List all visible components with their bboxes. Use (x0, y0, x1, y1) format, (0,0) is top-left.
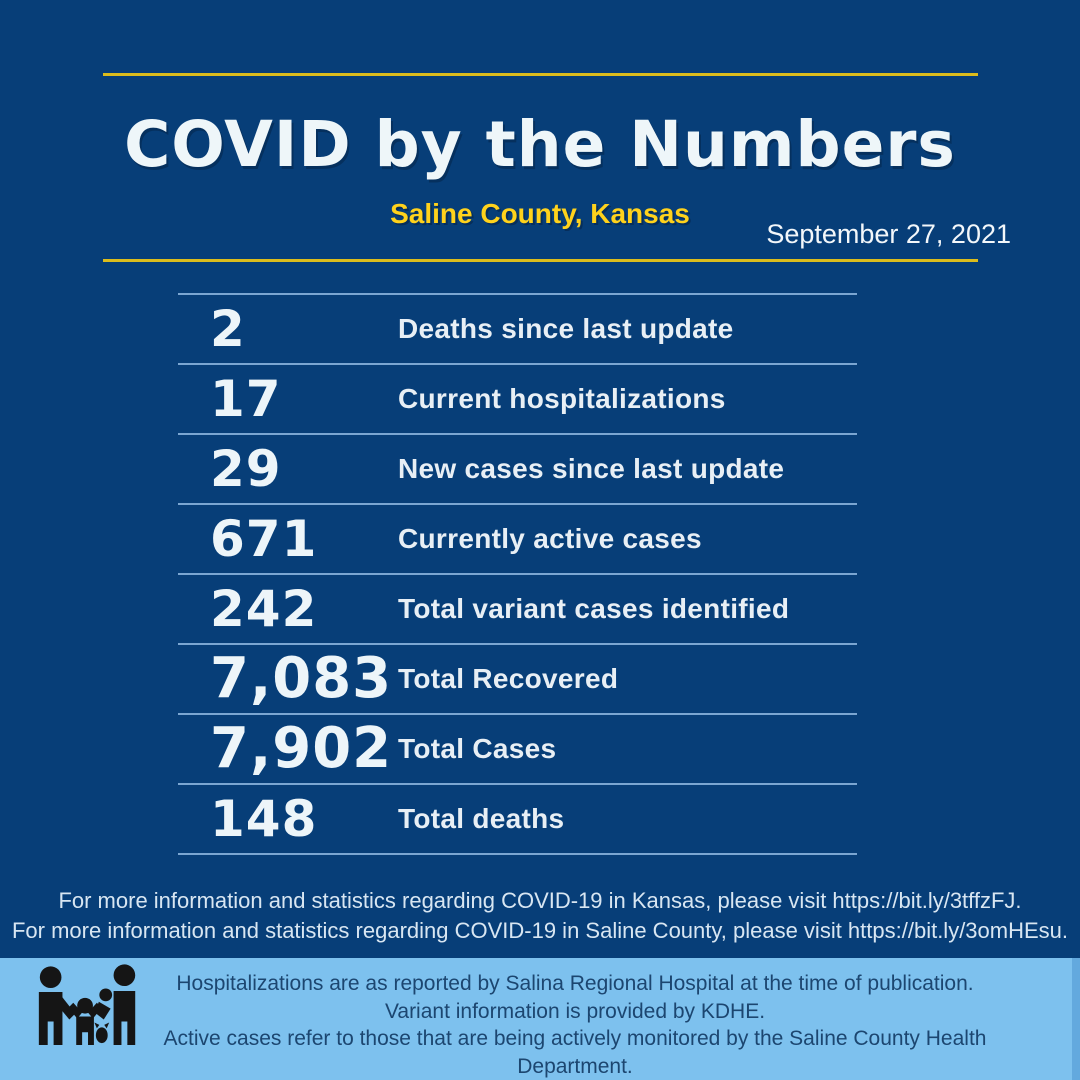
stat-label: Total Recovered (398, 663, 619, 694)
disclaimer-line-hospitalizations: Hospitalizations are as reported by Sali… (176, 972, 974, 995)
stat-label: New cases since last update (398, 453, 785, 484)
stat-value: 671 (210, 510, 318, 568)
header-divider-rule (103, 259, 978, 262)
stat-label: Deaths since last update (398, 313, 734, 344)
subtitle-county: Saline County, Kansas (390, 198, 690, 229)
family-icon (38, 964, 136, 1046)
stat-value: 29 (210, 440, 282, 498)
footer-edge-shade (1072, 958, 1080, 1080)
table-row: 7,902 Total Cases (178, 713, 857, 783)
disclaimer-line-variant: Variant information is provided by KDHE. (384, 999, 766, 1023)
stat-value: 7,083 (210, 646, 393, 711)
top-divider-rule (103, 73, 978, 76)
more-info-line-saline: For more information and statistics rega… (11, 918, 1069, 943)
stat-label: Total variant cases identified (398, 593, 790, 624)
stat-value: 7,902 (210, 716, 393, 781)
stat-value: 242 (210, 580, 318, 638)
table-row: 242 Total variant cases identified (178, 573, 857, 643)
table-row: 2 Deaths since last update (178, 293, 857, 363)
table-row: 17 Current hospitalizations (178, 363, 857, 433)
stat-label: Current hospitalizations (398, 383, 726, 414)
stat-value: 17 (210, 370, 282, 428)
table-row: 7,083 Total Recovered (178, 643, 857, 713)
page-title: COVID by the Numbers (124, 108, 956, 181)
stat-value: 2 (210, 300, 246, 358)
table-row: 148 Total deaths (178, 783, 857, 853)
footer-bar: Hospitalizations are as reported by Sali… (0, 958, 1080, 1080)
disclaimer-line-active-cases: Active cases refer to those that are bei… (163, 1027, 987, 1078)
table-row: 29 New cases since last update (178, 433, 857, 503)
more-info-text: For more information and statistics rega… (0, 886, 1080, 946)
stats-table: 2 Deaths since last update 17 Current ho… (178, 293, 857, 855)
stat-label: Total Cases (398, 733, 557, 764)
stat-label: Currently active cases (398, 523, 702, 554)
more-info-line-kansas: For more information and statistics rega… (58, 888, 1022, 913)
report-date: September 27, 2021 (766, 219, 1011, 249)
disclaimer-text: Hospitalizations are as reported by Sali… (150, 970, 1000, 1080)
stat-value: 148 (210, 790, 318, 848)
table-row: 671 Currently active cases (178, 503, 857, 573)
stat-label: Total deaths (398, 803, 565, 834)
